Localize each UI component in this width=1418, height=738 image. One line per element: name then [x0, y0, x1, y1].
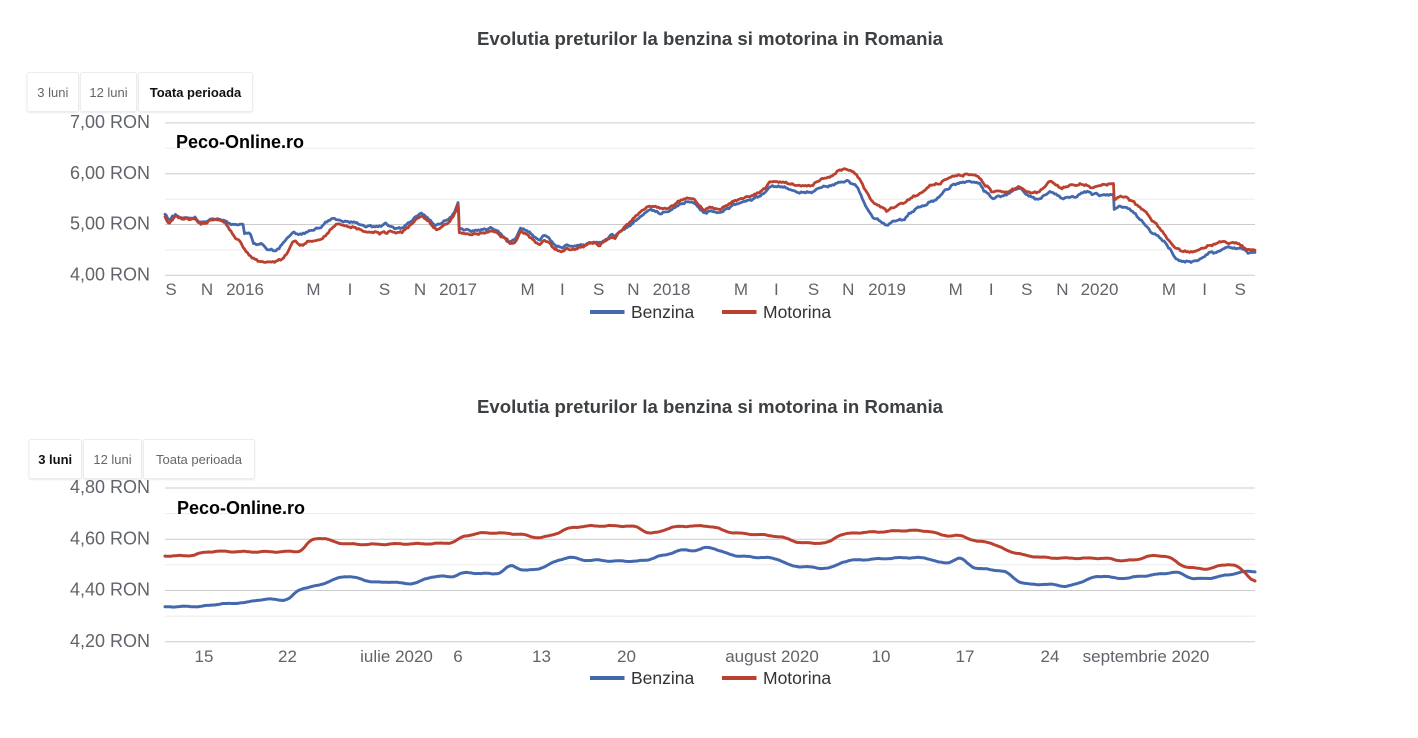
svg-text:S: S	[1235, 280, 1246, 299]
svg-text:5,00 RON: 5,00 RON	[70, 214, 150, 234]
svg-text:N: N	[414, 280, 426, 299]
svg-text:4,20 RON: 4,20 RON	[70, 631, 150, 651]
svg-text:6,00 RON: 6,00 RON	[70, 163, 150, 183]
svg-text:Peco-Online.ro: Peco-Online.ro	[177, 498, 305, 518]
svg-text:Evolutia preturilor la benzina: Evolutia preturilor la benzina si motori…	[477, 396, 944, 417]
svg-text:Evolutia preturilor la benzina: Evolutia preturilor la benzina si motori…	[477, 28, 944, 49]
svg-text:3 luni: 3 luni	[37, 85, 68, 100]
svg-text:N: N	[842, 280, 854, 299]
svg-text:S: S	[1021, 280, 1032, 299]
svg-text:12 luni: 12 luni	[89, 85, 127, 100]
svg-text:S: S	[379, 280, 390, 299]
svg-text:Benzina: Benzina	[631, 302, 695, 322]
svg-text:13: 13	[532, 647, 551, 666]
svg-text:6: 6	[453, 647, 462, 666]
svg-text:2019: 2019	[868, 280, 906, 299]
svg-text:M: M	[949, 280, 963, 299]
svg-text:N: N	[201, 280, 213, 299]
svg-text:I: I	[348, 280, 353, 299]
svg-text:22: 22	[278, 647, 297, 666]
svg-text:10: 10	[872, 647, 891, 666]
svg-text:20: 20	[617, 647, 636, 666]
svg-text:M: M	[734, 280, 748, 299]
svg-text:4,00 RON: 4,00 RON	[70, 265, 150, 285]
svg-text:N: N	[627, 280, 639, 299]
svg-text:Peco-Online.ro: Peco-Online.ro	[176, 132, 304, 152]
svg-text:S: S	[593, 280, 604, 299]
svg-text:septembrie 2020: septembrie 2020	[1083, 647, 1210, 666]
svg-text:2020: 2020	[1081, 280, 1119, 299]
svg-text:Toata perioada: Toata perioada	[156, 452, 243, 467]
svg-text:I: I	[989, 280, 994, 299]
svg-text:15: 15	[195, 647, 214, 666]
svg-text:I: I	[1202, 280, 1207, 299]
svg-text:24: 24	[1041, 647, 1060, 666]
svg-text:M: M	[306, 280, 320, 299]
svg-text:4,80 RON: 4,80 RON	[70, 477, 150, 497]
svg-text:Motorina: Motorina	[763, 302, 831, 322]
svg-text:2018: 2018	[653, 280, 691, 299]
svg-text:Benzina: Benzina	[631, 668, 695, 688]
svg-text:august 2020: august 2020	[725, 647, 819, 666]
svg-text:I: I	[774, 280, 779, 299]
svg-text:S: S	[165, 280, 176, 299]
svg-text:iulie 2020: iulie 2020	[360, 647, 433, 666]
svg-text:Motorina: Motorina	[763, 668, 831, 688]
svg-text:I: I	[560, 280, 565, 299]
svg-text:12 luni: 12 luni	[93, 452, 131, 467]
svg-text:17: 17	[956, 647, 975, 666]
svg-text:7,00 RON: 7,00 RON	[70, 112, 150, 132]
svg-text:2017: 2017	[439, 280, 477, 299]
svg-text:4,60 RON: 4,60 RON	[70, 528, 150, 548]
svg-text:M: M	[521, 280, 535, 299]
svg-text:N: N	[1056, 280, 1068, 299]
svg-text:S: S	[808, 280, 819, 299]
svg-text:4,40 RON: 4,40 RON	[70, 580, 150, 600]
svg-text:M: M	[1162, 280, 1176, 299]
svg-text:2016: 2016	[226, 280, 264, 299]
svg-text:3 luni: 3 luni	[38, 452, 72, 467]
svg-text:Toata perioada: Toata perioada	[150, 85, 242, 100]
